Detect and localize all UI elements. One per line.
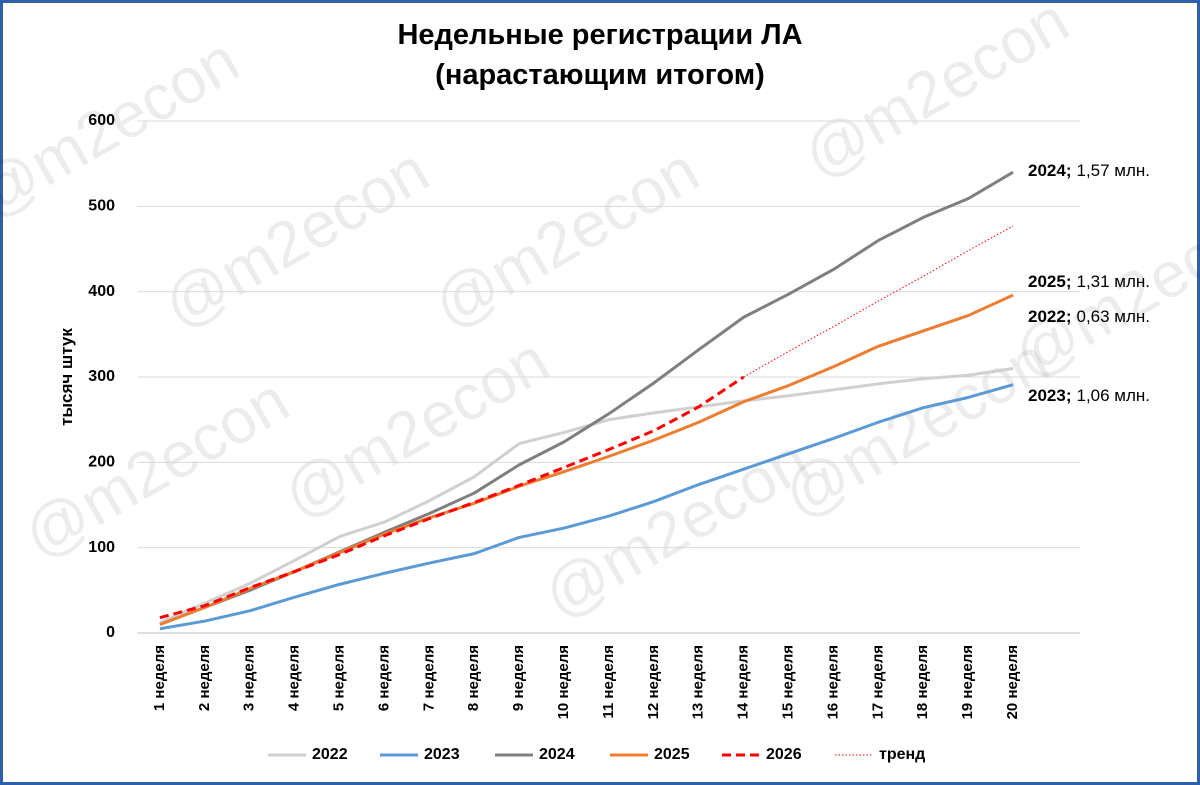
x-tick-label: 8 неделя [465,645,482,711]
series-line [159,383,1014,631]
legend-label: тренд [879,746,925,763]
x-tick-label: 12 неделя [645,645,662,719]
annotation: 2023; 1,06 млн. [1028,386,1150,405]
x-tick-label: 11 неделя [600,645,617,719]
legend-label: 2024 [539,746,575,763]
x-tick-label: 13 неделя [690,645,707,719]
annotation: 2022; 0,63 млн. [1028,307,1150,326]
annotation-text: 1,06 млн. [1076,386,1150,405]
annotation-text: 1,31 млн. [1076,272,1150,291]
annotation: 2025; 1,31 млн. [1028,272,1150,291]
x-tick-label: 18 неделя [914,645,931,719]
x-tick-label: 15 неделя [780,645,797,719]
y-tick-label: 100 [88,539,115,556]
annotation-year: 2024; [1028,161,1071,180]
y-tick-label: 400 [88,283,115,300]
x-tick-label: 17 неделя [869,645,886,719]
y-tick-label: 0 [106,624,115,641]
x-tick-label: 19 неделя [959,645,976,719]
chart-title: Недельные регистрации ЛА [397,19,802,51]
x-tick-label: 16 неделя [824,645,841,719]
x-tick-label: 4 неделя [286,645,303,711]
legend-label: 2022 [312,746,348,763]
legend-label: 2026 [766,746,802,763]
y-tick-label: 200 [88,454,115,471]
annotation-year: 2023; [1028,386,1071,405]
x-tick-label: 20 неделя [1004,645,1021,719]
annotation-year: 2025; [1028,272,1071,291]
series-line [159,293,1014,626]
x-tick-label: 3 неделя [241,645,258,711]
annotation: 2024; 1,57 млн. [1028,161,1150,180]
annotation-year: 2022; [1028,307,1071,326]
legend-label: 2025 [654,746,690,763]
x-tick-label: 5 неделя [331,645,348,711]
x-tick-label: 7 неделя [420,645,437,711]
x-tick-label: 10 неделя [555,645,572,719]
x-tick-label: 14 неделя [735,645,752,719]
y-tick-label: 600 [88,112,115,129]
chart-title: (нарастающим итогом) [435,59,765,91]
x-tick-label: 6 неделя [375,645,392,711]
annotation-text: 0,63 млн. [1076,307,1150,326]
annotation-text: 1,57 млн. [1076,161,1150,180]
y-tick-label: 300 [88,368,115,385]
y-tick-label: 500 [88,198,115,215]
y-axis-label: тысяч штук [57,328,76,426]
x-tick-label: 1 неделя [151,645,168,711]
x-tick-label: 2 неделя [196,645,213,711]
x-tick-label: 9 неделя [510,645,527,711]
series-line [743,225,1014,378]
series-line [159,375,745,620]
legend-label: 2023 [424,746,460,763]
